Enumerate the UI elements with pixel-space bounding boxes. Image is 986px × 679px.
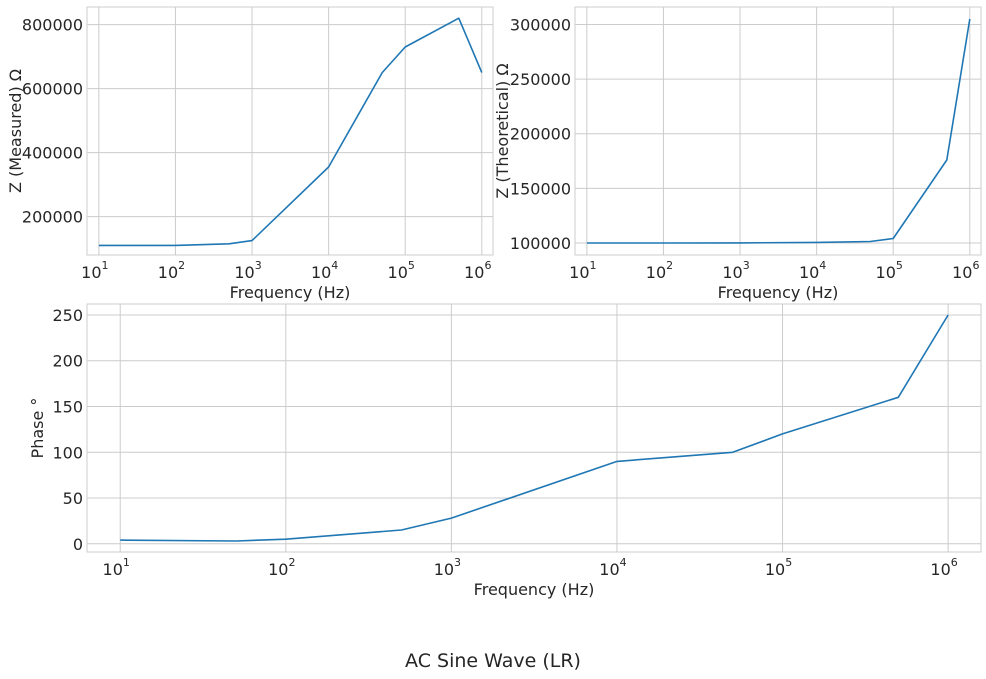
y-tick-label: 200000	[510, 125, 571, 144]
x-axis-label: Frequency (Hz)	[230, 283, 351, 302]
y-tick-label: 200000	[22, 208, 83, 227]
y-tick-label: 250000	[510, 70, 571, 89]
x-tick-label: 106	[930, 556, 957, 579]
y-axis-label: Z (Measured) Ω	[6, 69, 25, 193]
y-tick-label: 400000	[22, 144, 83, 163]
x-tick-label: 105	[388, 259, 415, 282]
x-tick-label: 103	[234, 259, 261, 282]
y-axis-label: Phase °	[28, 398, 47, 459]
y-tick-label: 100000	[510, 234, 571, 253]
y-tick-label: 150000	[510, 179, 571, 198]
x-tick-label: 101	[569, 259, 596, 282]
y-tick-label: 150	[52, 397, 83, 416]
y-tick-label: 100	[52, 443, 83, 462]
series-line	[586, 18, 971, 244]
y-tick-label: 600000	[22, 80, 83, 99]
x-tick-label: 104	[599, 556, 626, 579]
x-tick-label: 104	[799, 259, 826, 282]
x-tick-label: 105	[876, 259, 903, 282]
chart-2: 101 102 103 104 105 106 100000 150000 200000 2500…	[493, 6, 982, 302]
x-tick-label: 102	[646, 259, 673, 282]
y-tick-label: 300000	[510, 15, 571, 34]
x-tick-label: 102	[268, 556, 295, 579]
x-tick-label: 106	[464, 259, 491, 282]
x-tick-label: 105	[765, 556, 792, 579]
y-tick-label: 250	[52, 306, 83, 325]
x-axis-label: Frequency (Hz)	[474, 580, 595, 599]
x-tick-label: 104	[311, 259, 338, 282]
x-tick-label: 102	[158, 259, 185, 282]
x-axis-label: Frequency (Hz)	[718, 283, 839, 302]
series-line	[120, 314, 949, 542]
chart-3: 101 102 103 104 105 106 0 50 100 150 200 250 Frequen…	[28, 303, 982, 599]
figure-suptitle: AC Sine Wave (LR)	[405, 650, 581, 672]
x-tick-label: 103	[434, 556, 461, 579]
x-tick-label: 106	[952, 259, 979, 282]
plot-frame	[86, 6, 494, 256]
y-tick-label: 50	[63, 489, 83, 508]
y-tick-label: 200	[52, 352, 83, 371]
plot-frame	[574, 6, 982, 256]
x-tick-label: 103	[722, 259, 749, 282]
plot-frame	[86, 303, 982, 553]
x-tick-label: 101	[81, 259, 108, 282]
y-axis-label: Z (Theoretical) Ω	[493, 63, 512, 198]
x-tick-label: 101	[103, 556, 130, 579]
series-line	[98, 17, 483, 247]
y-tick-label: 0	[73, 535, 83, 554]
y-tick-label: 800000	[22, 16, 83, 35]
chart-1: 101 102 103 104 105 106 200000 400000 600000 8000…	[6, 6, 494, 302]
